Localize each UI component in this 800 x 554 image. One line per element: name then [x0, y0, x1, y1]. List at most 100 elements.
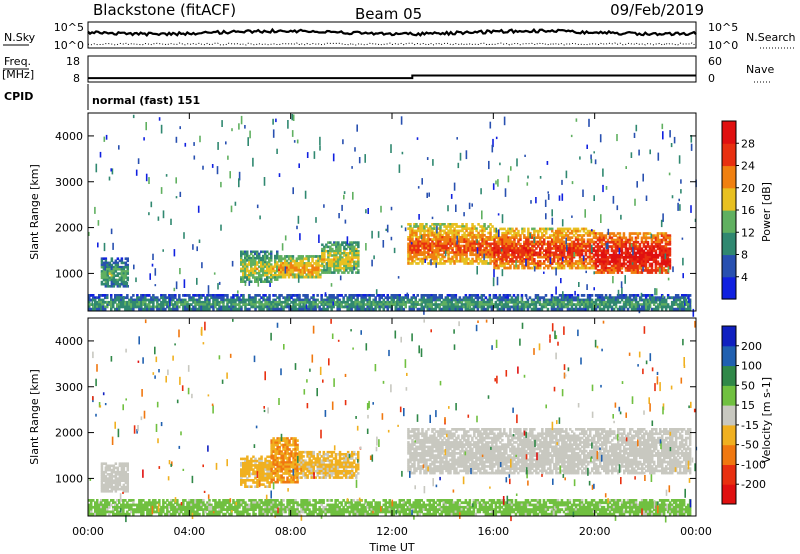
power-cell: [503, 245, 506, 248]
power-echo: [319, 136, 321, 145]
power-cell: [547, 260, 550, 263]
power-echo: [175, 196, 178, 199]
power-cell: [264, 271, 267, 275]
power-cell: [525, 253, 528, 257]
power-cell: [447, 233, 450, 237]
power-cell: [124, 280, 128, 284]
power-echo: [344, 219, 347, 224]
power-echo: [684, 296, 687, 304]
power-echo: [516, 158, 518, 167]
power-cell: [473, 244, 476, 248]
power-cell: [501, 234, 504, 237]
power-cell: [409, 236, 412, 239]
power-cell: [499, 242, 502, 246]
power-cell: [535, 264, 538, 268]
power-cell: [556, 253, 560, 257]
power-cell: [108, 272, 112, 275]
power-cell: [509, 227, 512, 231]
power-cell: [323, 258, 326, 261]
power-cell: [264, 252, 267, 256]
power-cell: [242, 278, 245, 281]
power-cell: [276, 265, 279, 269]
power-cell: [303, 262, 306, 265]
power-echo: [668, 172, 671, 176]
power-cell: [519, 245, 522, 248]
power-cell: [505, 238, 508, 242]
power-cell: [112, 278, 116, 282]
power-cell: [343, 247, 346, 251]
power-cell: [505, 242, 508, 246]
power-echo: [561, 193, 564, 201]
power-echo: [558, 195, 561, 201]
power-cell: [126, 265, 129, 269]
power-cell: [122, 274, 126, 277]
power-cell: [331, 271, 334, 274]
power-cell: [503, 251, 506, 255]
nave-label: Nave: [746, 63, 774, 76]
power-cell: [317, 257, 320, 261]
power-cell: [289, 268, 293, 272]
power-cell: [421, 225, 424, 228]
power-cell: [262, 254, 265, 258]
power-cell: [481, 251, 484, 254]
power-cell: [124, 261, 128, 265]
power-cell: [242, 276, 245, 279]
power-echo: [648, 299, 651, 302]
power-cell: [487, 225, 490, 228]
power-cell: [102, 265, 106, 269]
power-cell: [285, 262, 289, 265]
power-echo: [263, 177, 266, 186]
power-ytick-label: 4000: [55, 130, 83, 143]
power-cell: [124, 272, 128, 275]
power-cell: [527, 240, 530, 244]
power-cell: [256, 256, 259, 260]
power-echo: [681, 237, 684, 240]
power-echo: [390, 144, 392, 153]
power-cell: [558, 229, 562, 233]
power-cell: [262, 267, 265, 271]
power-cell: [244, 267, 247, 271]
power-cell: [515, 251, 518, 255]
power-cell: [505, 251, 508, 255]
power-cell: [539, 264, 542, 268]
power-cell: [329, 258, 332, 261]
power-cell: [465, 246, 468, 250]
power-cell: [461, 240, 464, 244]
power-echo: [213, 272, 216, 275]
power-echo: [179, 268, 181, 275]
power-cell: [287, 275, 291, 279]
power-cell: [301, 257, 304, 261]
power-cell: [523, 229, 526, 233]
power-cell: [411, 251, 414, 254]
power-echo: [593, 151, 595, 154]
power-cell: [353, 247, 356, 251]
power-cell: [104, 270, 108, 273]
power-cell: [582, 294, 586, 297]
power-cell: [270, 259, 273, 262]
power-cell: [549, 227, 552, 231]
power-cell: [250, 280, 253, 283]
power-echo: [682, 273, 684, 279]
power-cell: [278, 257, 281, 261]
power-cell: [551, 262, 554, 265]
power-cell: [108, 278, 112, 282]
power-cell: [523, 251, 526, 255]
power-cell: [441, 229, 444, 233]
power-cell: [347, 267, 350, 270]
power-cell: [423, 242, 426, 246]
power-cell: [475, 257, 478, 261]
power-cell: [305, 275, 308, 279]
power-echo: [483, 253, 485, 261]
power-cell: [443, 231, 446, 235]
power-cell: [433, 238, 436, 241]
power-cell: [461, 244, 464, 248]
power-cell: [505, 260, 508, 263]
power-cell: [485, 238, 488, 241]
power-cell: [475, 227, 478, 230]
power-echo: [184, 142, 187, 147]
power-cell: [539, 249, 542, 252]
power-cell: [539, 253, 542, 257]
power-cell: [339, 252, 342, 255]
power-cell: [543, 253, 546, 257]
power-cell: [443, 249, 446, 252]
